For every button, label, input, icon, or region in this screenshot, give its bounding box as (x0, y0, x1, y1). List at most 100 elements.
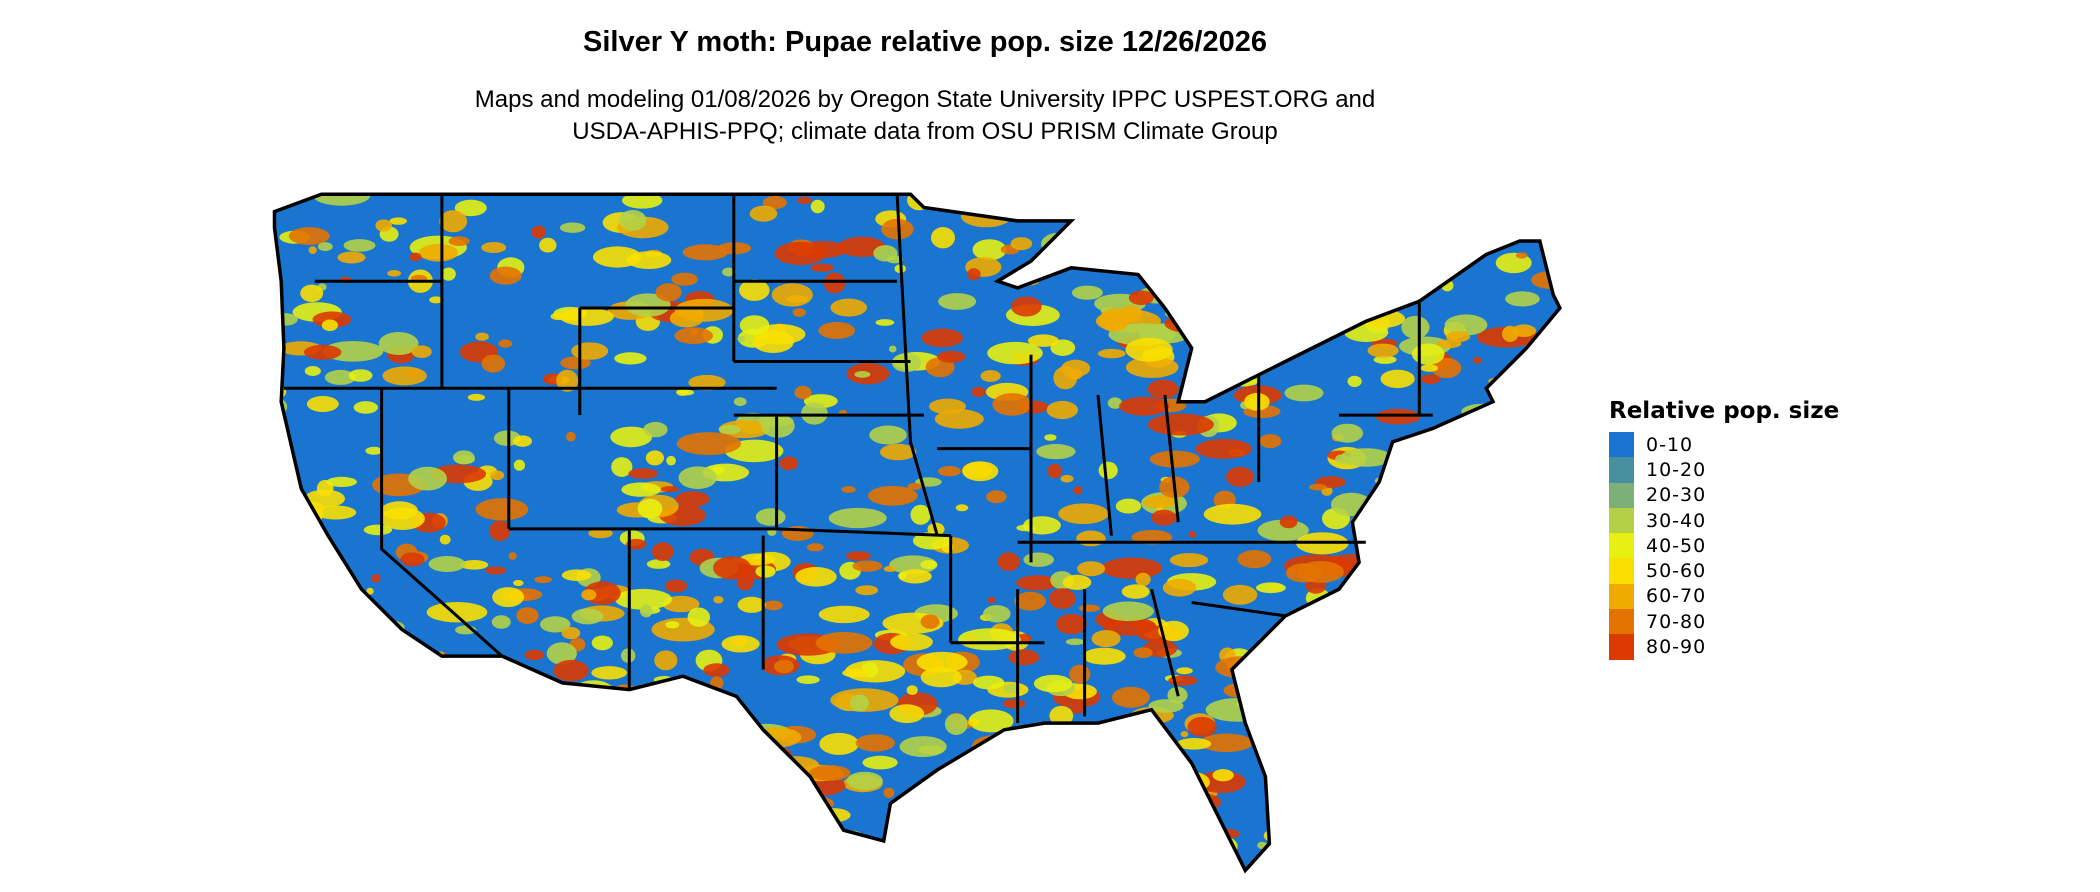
raster-patch (489, 266, 522, 285)
raster-patch (632, 860, 648, 870)
raster-patch (1283, 262, 1332, 281)
us-outline (272, 192, 1562, 874)
raster-patch (1525, 821, 1558, 839)
raster-patch (713, 556, 752, 580)
raster-patch (274, 843, 306, 864)
raster-patch (666, 455, 676, 466)
raster-patch (1179, 195, 1198, 212)
raster-patch (311, 781, 348, 795)
raster-patch (1425, 703, 1450, 713)
raster-patch (1161, 759, 1181, 778)
legend-label: 60-70 (1646, 585, 1707, 608)
raster-patch (381, 501, 418, 520)
raster-patch (539, 237, 557, 253)
raster-patch (737, 596, 766, 613)
raster-patch (907, 482, 922, 490)
raster-patch (1077, 749, 1100, 758)
raster-patch (1232, 260, 1254, 274)
raster-patch (1524, 743, 1553, 753)
raster-patch (1019, 274, 1035, 282)
raster-patch (411, 345, 432, 359)
raster-patch (929, 398, 966, 415)
raster-patch (1176, 667, 1193, 675)
raster-patch (640, 850, 661, 858)
raster-patch (610, 426, 653, 448)
raster-patch (1079, 838, 1093, 848)
raster-patch (885, 869, 899, 871)
raster-patch (1432, 194, 1483, 204)
raster-patch (1384, 510, 1401, 518)
raster-patch (1098, 830, 1112, 839)
raster-patch (931, 227, 955, 249)
raster-patch (559, 222, 586, 233)
raster-patch (586, 730, 602, 741)
raster-patch (1027, 334, 1059, 347)
raster-patch (890, 633, 933, 651)
raster-patch (1149, 450, 1200, 468)
raster-patch (1355, 801, 1369, 809)
raster-patch (797, 196, 812, 204)
raster-patch (337, 251, 366, 264)
raster-patch (495, 688, 542, 704)
raster-patch (1092, 826, 1099, 833)
raster-patch (1402, 524, 1434, 545)
raster-patch (1487, 220, 1509, 239)
raster-patch (324, 369, 356, 385)
raster-patch (1252, 675, 1269, 691)
raster-patch (342, 681, 375, 700)
raster-patch (1169, 553, 1209, 568)
raster-patch (1143, 495, 1176, 509)
raster-patch (274, 690, 306, 708)
raster-patch (1532, 542, 1560, 567)
raster-patch (1010, 296, 1042, 317)
raster-patch (387, 270, 402, 277)
raster-patch (1355, 798, 1395, 818)
raster-patch (303, 606, 332, 617)
raster-patch (1033, 674, 1073, 693)
raster-patch (1450, 216, 1489, 236)
map-subtitle: Maps and modeling 01/08/2026 by Oregon S… (0, 84, 1850, 148)
raster-patch (688, 374, 726, 391)
raster-patch (1023, 552, 1054, 567)
raster-patch (460, 762, 508, 781)
raster-patch (1377, 716, 1422, 738)
raster-patch (1205, 698, 1270, 722)
raster-patch (746, 775, 775, 790)
legend-item: 20-30 (1609, 482, 1839, 508)
raster-patch (1107, 397, 1123, 409)
raster-patch (770, 757, 788, 768)
raster-patch (713, 595, 724, 604)
raster-patch (470, 859, 487, 871)
raster-patch (492, 587, 524, 608)
raster-patch (883, 565, 897, 573)
raster-patch (643, 421, 668, 438)
raster-patch (1036, 820, 1095, 842)
raster-patch (625, 293, 671, 317)
raster-patch (1271, 254, 1331, 277)
legend-item: 0-10 (1609, 432, 1839, 458)
legend-swatch (1609, 583, 1634, 610)
legend-item: 30-40 (1609, 507, 1839, 534)
raster-patch (456, 864, 486, 871)
raster-patch (1352, 286, 1396, 310)
raster-patch (1069, 707, 1086, 714)
raster-patch (967, 268, 981, 281)
raster-patch (498, 339, 513, 348)
raster-patch (539, 726, 559, 744)
raster-patch (1302, 808, 1319, 820)
raster-patch (1279, 515, 1298, 529)
raster-patch (363, 524, 393, 536)
raster-patch (374, 861, 418, 871)
raster-patch (1097, 348, 1126, 359)
raster-patch (1176, 838, 1211, 855)
raster-patch (274, 610, 290, 621)
raster-patch (1436, 194, 1471, 210)
raster-patch (854, 371, 871, 378)
raster-patch (528, 745, 546, 754)
legend-label: 10-20 (1646, 458, 1707, 481)
raster-patch (1488, 789, 1549, 810)
legend-swatch (1609, 634, 1634, 660)
raster-patch (622, 856, 639, 864)
raster-patch (304, 596, 320, 607)
raster-patch (403, 750, 428, 759)
